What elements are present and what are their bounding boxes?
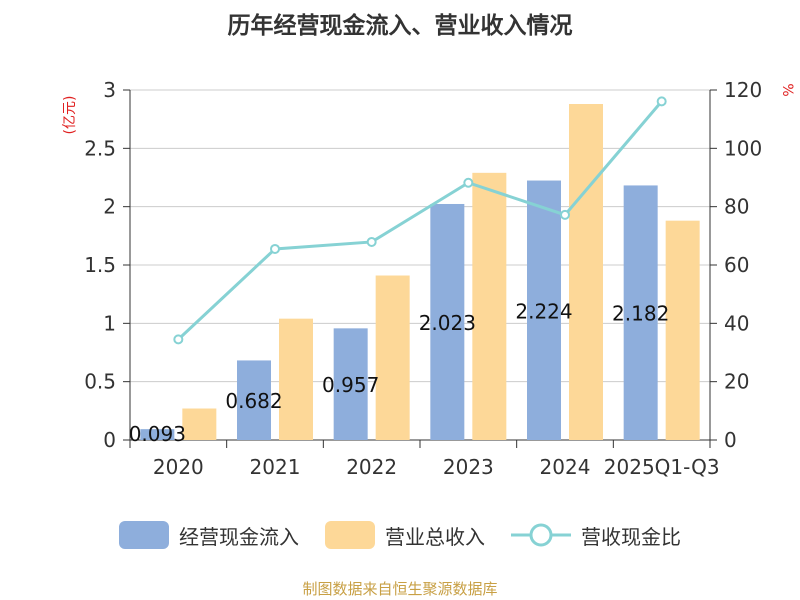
data-label-cash-inflow: 0.957 [322, 373, 379, 397]
y-right-tick-label: 120 [724, 78, 762, 102]
y-right-tick-label: 100 [724, 136, 762, 160]
y-left-tick-label: 1 [103, 311, 116, 335]
point-ratio [366, 236, 377, 247]
x-tick-label: 2023 [443, 455, 494, 479]
legend-item-revenue[interactable]: 营业总收入 [325, 521, 485, 550]
bar-revenue [279, 318, 313, 440]
y-left-tick-label: 0 [103, 428, 116, 452]
y-left-tick-label: 1.5 [84, 253, 116, 277]
bar-cash-inflow [237, 360, 271, 440]
point-ratio [560, 209, 570, 220]
legend: 经营现金流入 营业总收入 营收现金比 [0, 518, 800, 552]
bar-cash-inflow [527, 180, 561, 441]
y-left-tick-label: 3 [103, 78, 116, 102]
y-right-tick-label: 40 [724, 311, 749, 335]
y-left-axis-label: (亿元) [62, 96, 78, 135]
data-source-note: 制图数据来自恒生聚源数据库 [302, 580, 498, 598]
y-right-tick-label: 0 [724, 428, 737, 452]
point-ratio [270, 243, 280, 254]
y-left-tick-label: 0.5 [84, 370, 116, 394]
data-label-cash-inflow: 2.224 [515, 299, 572, 323]
bar-revenue [665, 220, 700, 440]
bar-revenue [569, 104, 603, 440]
data-label-cash-inflow: 2.023 [419, 311, 476, 335]
y-left-tick-label: 2.5 [84, 136, 116, 160]
y-right-axis-label: % [779, 83, 795, 96]
chart-title: 历年经营现金流入、营业收入情况 [227, 13, 573, 39]
legend-item-cash-inflow[interactable]: 经营现金流入 [119, 521, 299, 550]
bar-cash-inflow [140, 429, 175, 440]
y-right-tick-label: 80 [724, 195, 749, 219]
bar-revenue [472, 172, 507, 441]
line-ratio [177, 100, 663, 341]
x-tick-label: 2021 [250, 455, 301, 479]
legend-swatch-revenue [325, 521, 375, 549]
x-tick-label: 2025Q1-Q3 [604, 455, 720, 479]
legend-swatch-cash-inflow [119, 521, 169, 549]
legend-swatch-ratio [511, 523, 571, 547]
bar-cash-inflow [333, 328, 368, 440]
bar-cash-inflow [623, 185, 658, 440]
legend-label-ratio: 营收现金比 [581, 524, 681, 549]
legend-item-ratio[interactable]: 营收现金比 [511, 521, 681, 550]
data-label-cash-inflow: 0.093 [129, 422, 186, 446]
bar-cash-inflow [430, 203, 465, 440]
bar-revenue [182, 408, 217, 440]
data-label-cash-inflow: 2.182 [612, 302, 669, 326]
legend-label-revenue: 营业总收入 [385, 524, 485, 549]
point-ratio [656, 96, 667, 107]
point-ratio [463, 177, 474, 188]
legend-label-cash-inflow: 经营现金流入 [179, 524, 299, 549]
point-ratio [173, 334, 184, 345]
x-tick-label: 2022 [346, 455, 397, 479]
x-tick-label: 2024 [540, 455, 591, 479]
y-right-tick-label: 20 [724, 370, 749, 394]
bar-revenue [375, 275, 410, 440]
x-tick-label: 2020 [153, 455, 204, 479]
y-left-tick-label: 2 [103, 195, 116, 219]
y-right-tick-label: 60 [724, 253, 749, 277]
data-label-cash-inflow: 0.682 [225, 389, 282, 413]
